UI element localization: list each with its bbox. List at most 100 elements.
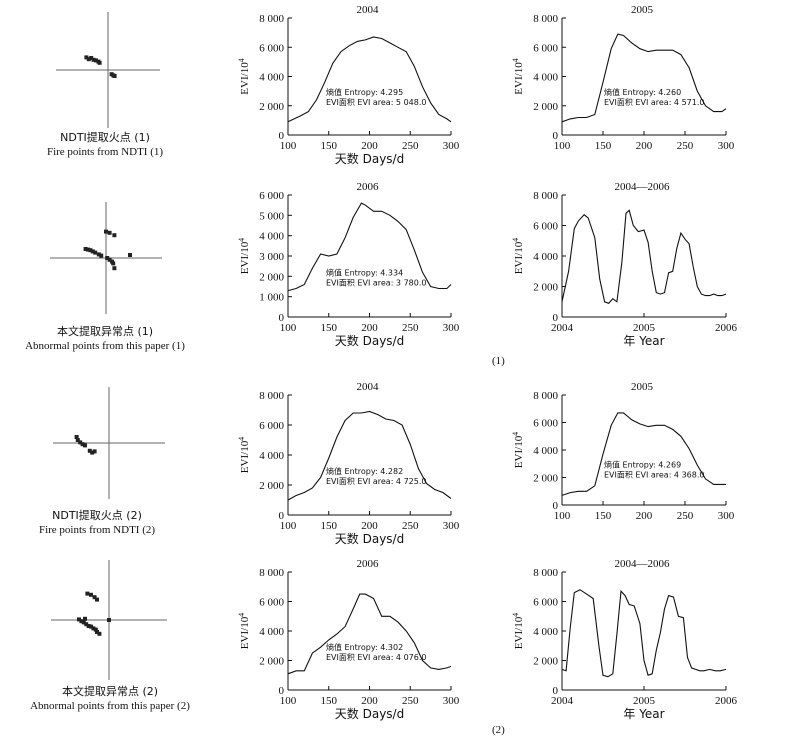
y-tick-label: 2 000 [259, 271, 284, 283]
scatter-caption-1: NDTI提取火点 (1) Fire points from NDTI (1) [20, 130, 190, 160]
y-tick-label: 2 000 [533, 656, 558, 668]
y-tick-label: 4 000 [533, 251, 558, 263]
y-tick-label: 0 [279, 685, 285, 697]
scatter-point [112, 266, 117, 271]
y-axis-label: EVI/104 [237, 58, 251, 94]
scatter-point [89, 56, 94, 60]
part-label-1: (1) [492, 355, 505, 367]
y-tick-label: 2 000 [533, 282, 558, 294]
y-tick-label: 6 000 [259, 420, 284, 432]
x-tick-label: 250 [402, 520, 419, 532]
annotation-text: EVI面积 EVI area: 3 780.0 [326, 278, 426, 288]
y-axis-label: EVI/104 [511, 613, 525, 649]
y-tick-label: 6 000 [533, 42, 558, 54]
scatter-point [107, 230, 112, 235]
series-line [561, 33, 727, 123]
x-axis-label: 天数 Days/d [335, 333, 404, 348]
annotation-text: EVI面积 EVI area: 4 076.0 [326, 652, 426, 662]
scatter-point [80, 442, 85, 447]
x-tick-label: 100 [280, 520, 297, 532]
chart-title: 2004—2006 [615, 181, 671, 193]
x-tick-label: 250 [402, 140, 419, 152]
y-tick-label: 4 000 [259, 231, 284, 243]
y-tick-label: 2 000 [259, 656, 284, 668]
series-line [287, 593, 452, 675]
x-tick-label: 100 [554, 510, 571, 522]
caption-en: Abnormal points from this paper (2) [30, 700, 190, 712]
x-tick-label: 300 [443, 520, 460, 532]
scatter-plot [53, 387, 165, 499]
caption-zh: 本文提取异常点 (2) [61, 685, 159, 698]
scatter-plot [50, 202, 162, 314]
series-line [287, 410, 452, 501]
y-tick-label: 2 000 [533, 473, 558, 485]
scatter-point [86, 247, 90, 252]
chart-title: 2005 [631, 381, 654, 393]
y-tick-label: 8 000 [533, 390, 558, 402]
scatter-plot [56, 12, 160, 128]
y-tick-label: 8 000 [533, 13, 558, 25]
series-line [561, 412, 726, 496]
scatter-point [96, 252, 101, 257]
scatter-point [86, 57, 91, 62]
annotation-text: 熵值 Entropy: 4.269 [604, 460, 681, 470]
scatter-point [112, 233, 117, 238]
y-tick-label: 8 000 [533, 190, 558, 202]
scatter-point [90, 450, 95, 455]
scatter-point [83, 443, 87, 448]
chart-title: 2005 [631, 4, 654, 16]
y-tick-label: 0 [279, 130, 285, 142]
chart-title: 2004—2006 [615, 558, 671, 570]
scatter-point [104, 229, 108, 234]
scatter-point [90, 249, 95, 254]
x-tick-label: 250 [402, 695, 419, 707]
caption-en: Abnormal points from this paper (1) [25, 340, 185, 352]
scatter-point [97, 60, 102, 65]
scatter-point [84, 55, 89, 60]
caption-zh: NDTI提取火点 (1) [60, 131, 150, 144]
y-tick-label: 4 000 [533, 445, 558, 457]
series-line [561, 209, 727, 304]
x-tick-label: 200 [636, 510, 653, 522]
annotation-text: EVI面积 EVI area: 4 368.0 [604, 470, 704, 480]
x-tick-label: 150 [321, 695, 338, 707]
annotation-text: 熵值 Entropy: 4.295 [326, 87, 403, 97]
y-tick-label: 2 000 [259, 101, 284, 113]
y-tick-label: 8 000 [259, 567, 284, 579]
y-tick-label: 0 [553, 500, 559, 512]
caption-zh: 本文提取异常点 (1) [56, 325, 154, 338]
x-tick-label: 150 [321, 322, 338, 334]
y-tick-label: 0 [553, 312, 559, 324]
scatter-point [111, 261, 116, 266]
x-tick-label: 2006 [715, 695, 738, 707]
annotation-text: 熵值 Entropy: 4.282 [326, 466, 403, 476]
scatter-point [74, 435, 79, 439]
scatter-point [91, 57, 96, 62]
scatter-point [128, 253, 132, 257]
x-tick-label: 2004 [551, 695, 574, 707]
annotation-text: 熵值 Entropy: 4.260 [604, 87, 681, 97]
y-tick-label: 2 000 [533, 101, 558, 113]
scatter-point [93, 250, 98, 255]
scatter-point [95, 597, 99, 602]
y-axis-label: EVI/104 [237, 238, 251, 274]
x-tick-label: 2005 [633, 322, 656, 334]
part-label-2: (2) [492, 724, 505, 736]
scatter-point [78, 440, 83, 445]
x-tick-label: 2004 [551, 322, 574, 334]
y-tick-label: 1 000 [259, 292, 284, 304]
scatter-point [99, 253, 104, 258]
x-tick-label: 150 [321, 140, 338, 152]
x-tick-label: 150 [595, 140, 612, 152]
x-tick-label: 200 [636, 140, 653, 152]
y-tick-label: 8 000 [259, 390, 284, 402]
scatter-point [95, 630, 99, 634]
caption-en: Fire points from NDTI (1) [46, 146, 164, 158]
y-tick-label: 8 000 [533, 567, 558, 579]
scatter-point [92, 595, 97, 600]
line-chart: 0 1 000 2 000 3 000 4 000 5 000 6 000 100 150 200… [237, 181, 460, 348]
x-tick-label: 250 [677, 140, 694, 152]
annotation-text: EVI面积 EVI area: 5 048.0 [326, 97, 426, 107]
scatter-point [83, 616, 87, 621]
